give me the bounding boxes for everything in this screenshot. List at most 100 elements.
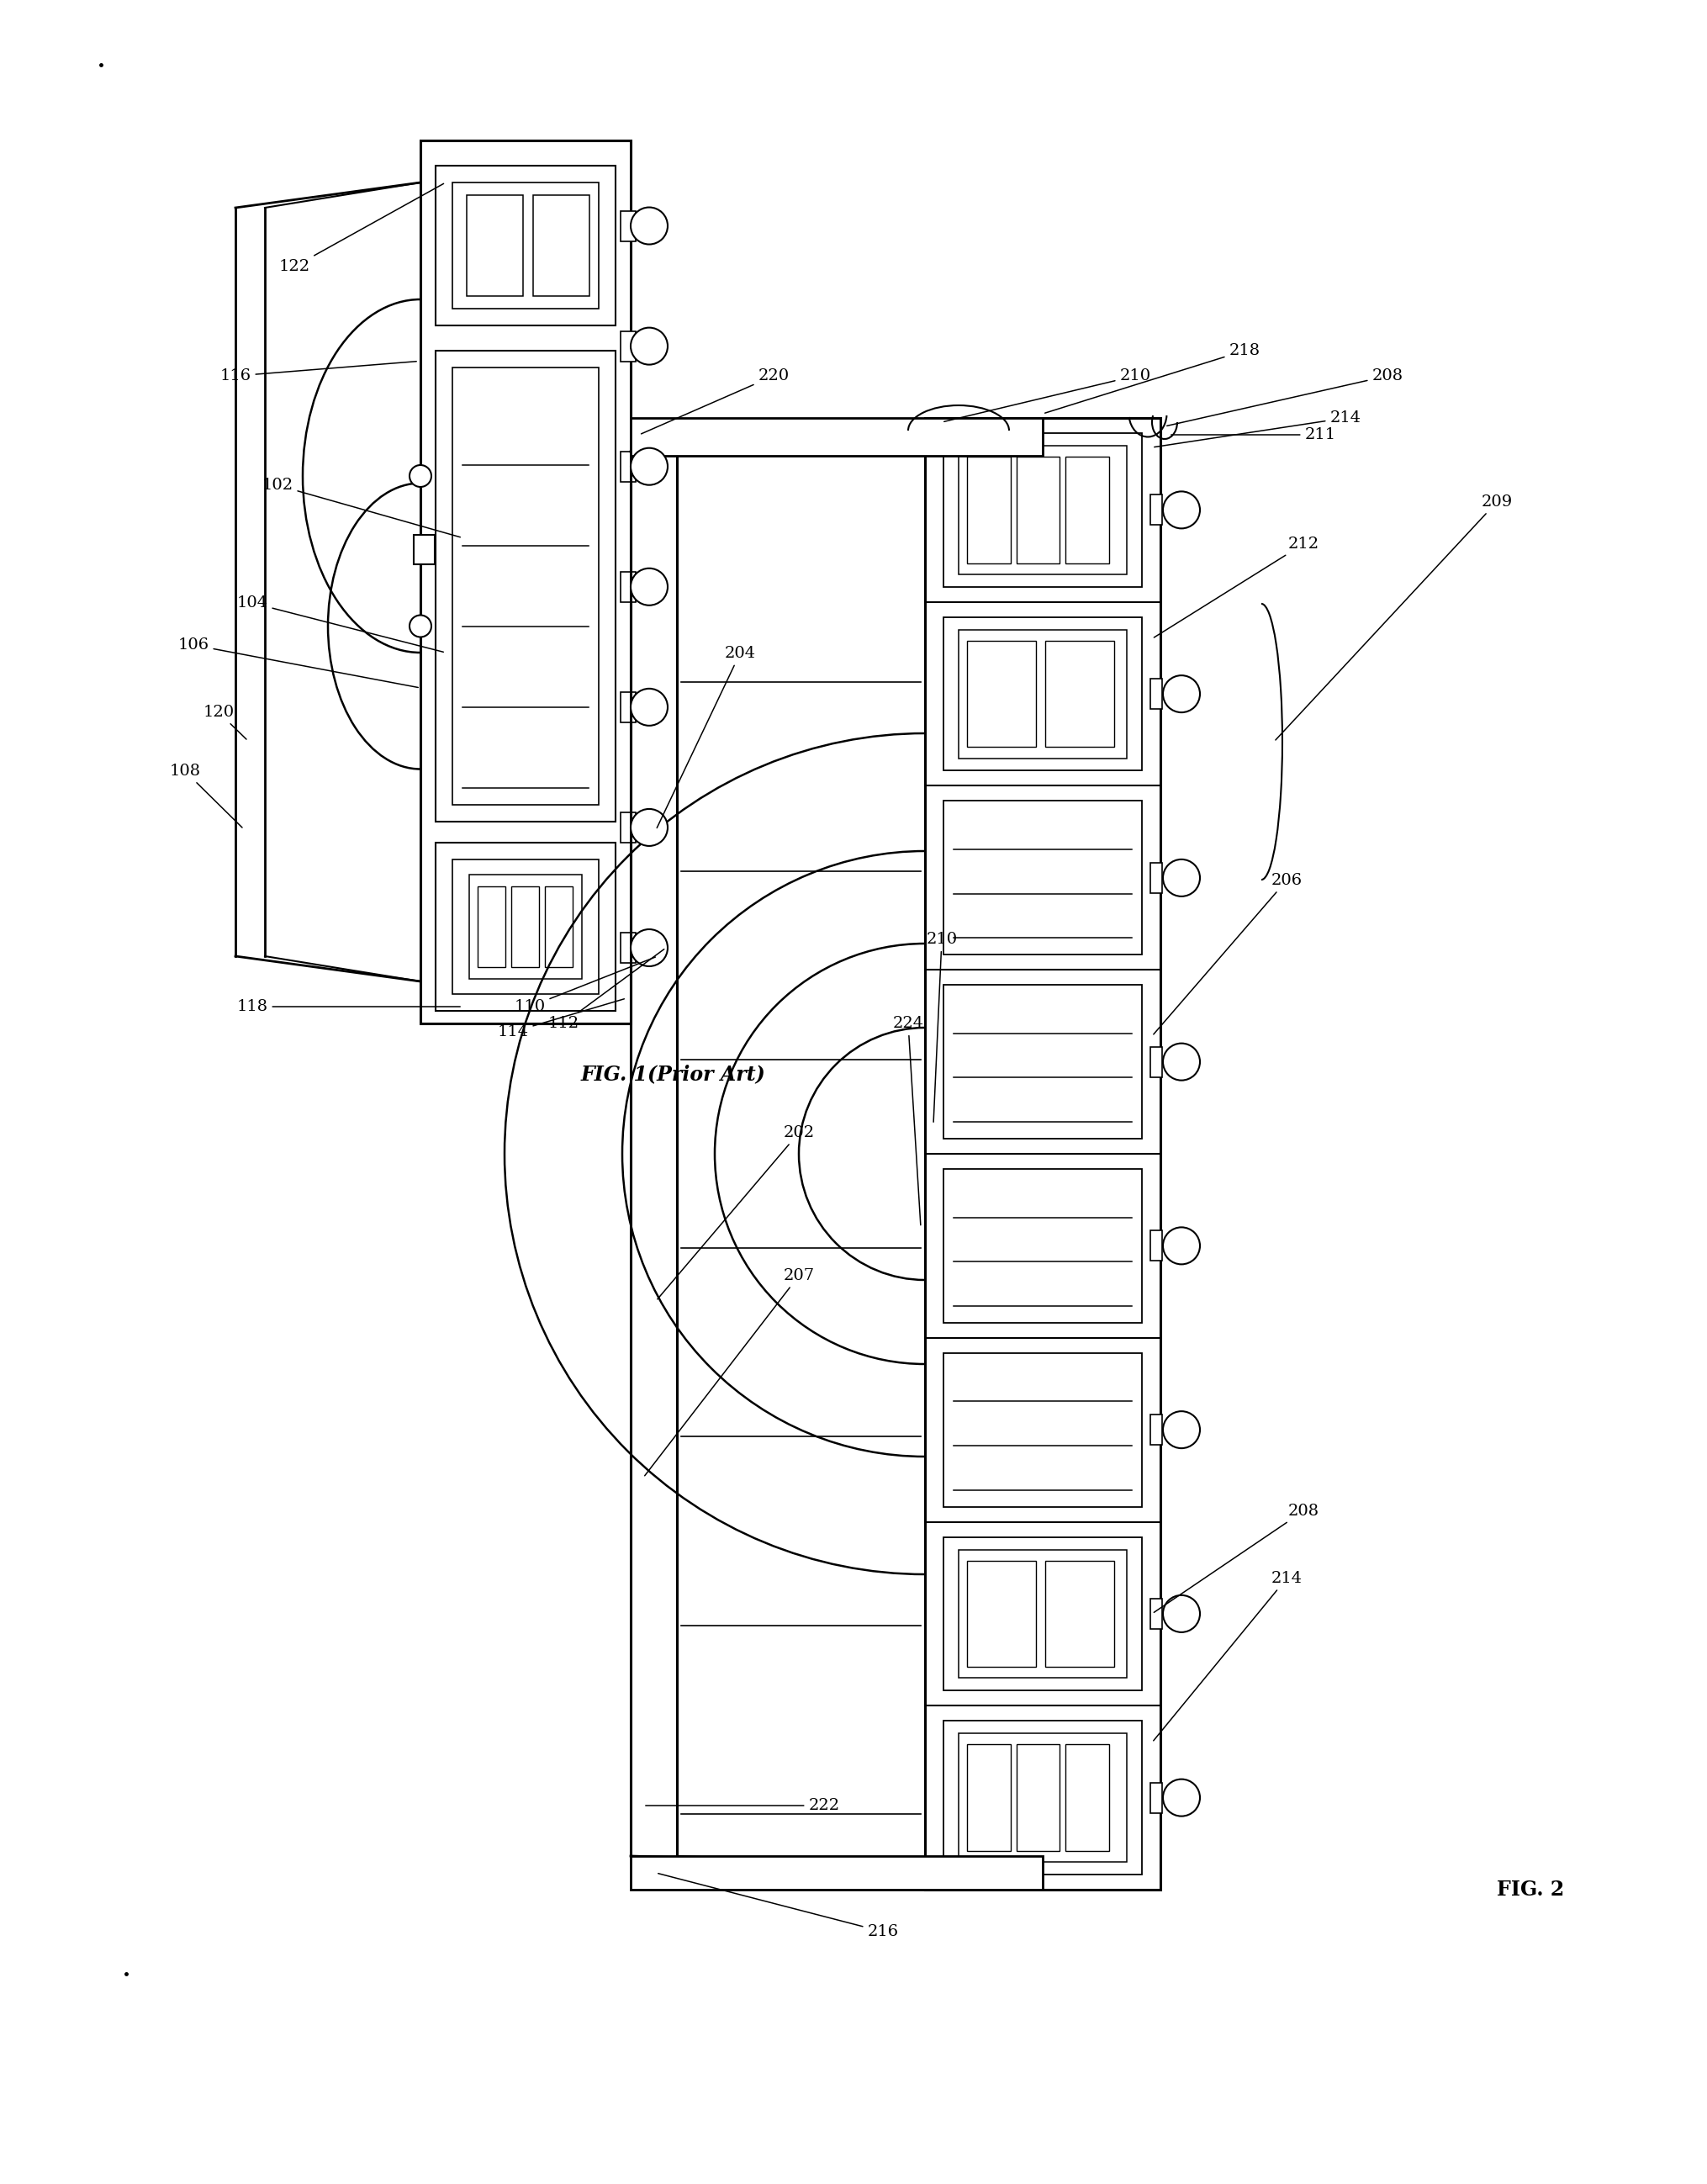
Circle shape — [630, 207, 667, 245]
Bar — [925, 417, 1159, 1889]
Bar — [1151, 679, 1161, 710]
Bar — [620, 572, 635, 603]
Text: 208: 208 — [1166, 369, 1403, 426]
Bar — [1045, 640, 1113, 747]
Bar — [966, 1745, 1011, 1852]
Circle shape — [1162, 1594, 1200, 1631]
Bar — [620, 812, 635, 843]
Text: 206: 206 — [1152, 874, 1301, 1035]
Circle shape — [1162, 675, 1200, 712]
Circle shape — [1162, 491, 1200, 529]
Text: 114: 114 — [497, 998, 625, 1040]
Text: 110: 110 — [514, 957, 655, 1013]
Bar — [510, 887, 539, 968]
Bar — [620, 332, 635, 360]
Text: 204: 204 — [657, 646, 754, 828]
Text: 122: 122 — [278, 183, 444, 275]
Bar — [620, 933, 635, 963]
Bar — [452, 860, 599, 994]
Circle shape — [630, 808, 667, 845]
Text: FIG. 1(Prior Art): FIG. 1(Prior Art) — [580, 1064, 765, 1083]
Bar — [420, 140, 630, 1024]
Text: 216: 216 — [657, 1874, 898, 1939]
Bar — [533, 194, 589, 297]
Bar — [958, 1734, 1127, 1863]
Bar — [435, 843, 615, 1011]
Bar — [1151, 1046, 1161, 1077]
Bar — [1065, 1745, 1108, 1852]
Text: 214: 214 — [1154, 411, 1360, 448]
Bar — [1151, 496, 1161, 524]
Bar — [942, 1538, 1142, 1690]
Bar — [469, 874, 582, 978]
Bar — [620, 692, 635, 723]
Circle shape — [630, 928, 667, 965]
Text: 209: 209 — [1275, 494, 1512, 740]
Bar — [1151, 863, 1161, 893]
Text: 214: 214 — [1152, 1570, 1301, 1741]
Bar — [620, 210, 635, 240]
Text: 211: 211 — [1171, 428, 1335, 443]
Bar — [1065, 456, 1108, 563]
Text: 202: 202 — [657, 1125, 814, 1299]
Circle shape — [1162, 1780, 1200, 1817]
Text: 224: 224 — [893, 1016, 923, 1225]
Bar — [966, 456, 1011, 563]
Text: 207: 207 — [644, 1269, 814, 1476]
Text: 210: 210 — [925, 933, 958, 1123]
Circle shape — [1162, 1411, 1200, 1448]
Circle shape — [630, 328, 667, 365]
Bar — [958, 629, 1127, 758]
Text: 210: 210 — [944, 369, 1151, 422]
Text: 208: 208 — [1154, 1503, 1318, 1612]
Bar — [966, 640, 1036, 747]
Circle shape — [1162, 1227, 1200, 1265]
Circle shape — [630, 448, 667, 485]
Circle shape — [410, 465, 432, 487]
Circle shape — [630, 568, 667, 605]
Bar — [1151, 1599, 1161, 1629]
Text: 108: 108 — [169, 764, 242, 828]
Bar — [942, 1721, 1142, 1874]
Circle shape — [1162, 1044, 1200, 1081]
Text: 112: 112 — [548, 950, 664, 1031]
Text: 120: 120 — [203, 705, 246, 738]
Text: FIG. 2: FIG. 2 — [1495, 1880, 1564, 1900]
Bar — [958, 1548, 1127, 1677]
Text: 104: 104 — [237, 596, 444, 653]
Bar — [942, 618, 1142, 771]
Bar — [413, 535, 435, 563]
Circle shape — [410, 616, 432, 638]
Bar — [1151, 1782, 1161, 1813]
Bar — [620, 452, 635, 483]
Text: 222: 222 — [645, 1797, 840, 1813]
Text: 116: 116 — [220, 360, 417, 384]
Bar — [942, 985, 1142, 1138]
Bar — [435, 166, 615, 325]
Bar — [630, 417, 1043, 456]
Bar — [630, 1856, 1043, 1889]
Text: 118: 118 — [237, 998, 459, 1013]
Bar — [478, 887, 505, 968]
Bar — [1151, 1415, 1161, 1446]
Text: 106: 106 — [178, 638, 418, 688]
Bar — [958, 446, 1127, 574]
Text: 212: 212 — [1154, 537, 1318, 638]
Bar — [466, 194, 522, 297]
Text: 220: 220 — [640, 369, 789, 435]
Bar — [942, 1352, 1142, 1507]
Bar — [942, 802, 1142, 954]
Text: 218: 218 — [1045, 343, 1260, 413]
Bar — [545, 887, 572, 968]
Bar — [435, 352, 615, 821]
Bar — [1045, 1559, 1113, 1666]
Text: 102: 102 — [261, 478, 459, 537]
Bar — [942, 1168, 1142, 1324]
Bar — [966, 1559, 1036, 1666]
Bar — [1016, 1745, 1060, 1852]
Circle shape — [630, 688, 667, 725]
Bar — [1151, 1230, 1161, 1260]
Bar — [452, 183, 599, 308]
Bar — [942, 432, 1142, 587]
Bar — [1016, 456, 1060, 563]
